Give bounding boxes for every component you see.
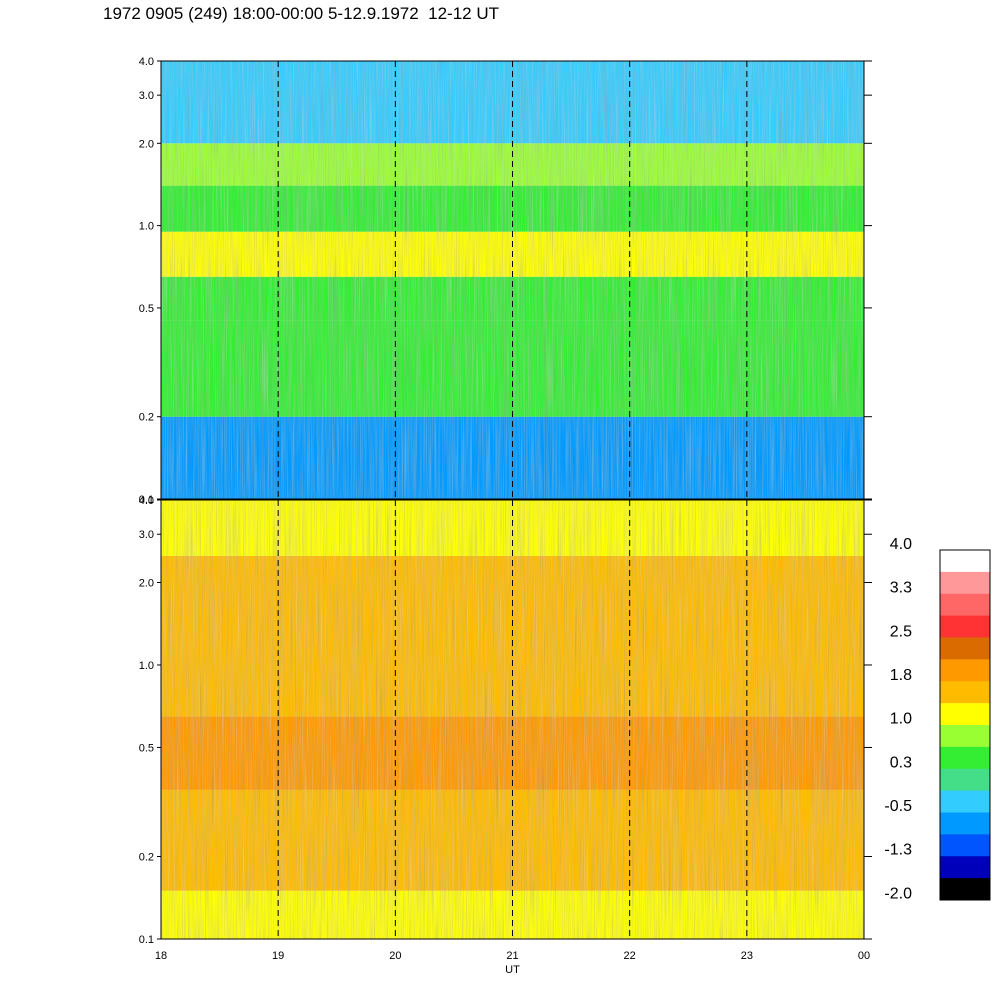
y-tick-label: 4.0 [139, 56, 154, 68]
x-tick-label: 21 [506, 950, 518, 962]
colorbar-swatch-14 [940, 856, 990, 879]
colorbar-swatch-2 [940, 593, 990, 617]
spectrogram-panel-lower: 0.1 0.2 0.5 1.0 2.0 3.0 4.0 18 19 20 21 22 23 00 UT [139, 495, 872, 976]
colorbar-label: 1.8 [890, 667, 912, 684]
y-tick-label: 0.2 [139, 852, 154, 864]
x-tick-label: 19 [272, 950, 284, 962]
x-tick-label: 20 [389, 950, 401, 962]
spectrogram-panel-upper: 0.1 0.2 0.5 1.0 2.0 3.0 4.0 [139, 56, 872, 506]
panel-frame-upper [160, 60, 865, 500]
colorbar-swatch-0 [940, 550, 990, 573]
colorbar-swatch-5 [940, 659, 990, 682]
x-tick-label: 22 [624, 950, 636, 962]
colorbar-swatch-12 [940, 812, 990, 835]
x-tick-label: 23 [741, 950, 753, 962]
y-tick-label: 2.0 [139, 577, 154, 589]
colorbar-label: 2.5 [890, 623, 912, 640]
y-tick-label: 3.0 [139, 529, 154, 541]
y-tick-label: 0.5 [139, 303, 154, 315]
colorbar-frame [939, 549, 991, 901]
colorbar-swatch-7 [940, 703, 990, 726]
colorbar-swatch-10 [940, 768, 990, 792]
y-tick-label: 0.1 [139, 494, 154, 506]
colorbar-swatch-13 [940, 834, 990, 857]
colorbar-swatch-1 [940, 571, 990, 595]
panels-layer: 0.10.20.51.02.03.04.00.10.20.51.02.03.04… [139, 56, 872, 976]
y-tick-label: 1.0 [139, 221, 154, 233]
chart-title: 1972 0905 (249) 18:00-00:00 5-12.9.1972 … [103, 4, 500, 23]
colorbar-label: -1.3 [884, 842, 912, 859]
colorbar-swatch-6 [940, 681, 990, 704]
colorbar-label: -0.5 [884, 798, 912, 815]
y-tick-label: 0.1 [139, 934, 154, 946]
colorbar-swatch-15 [940, 878, 990, 901]
colorbar-swatch-3 [940, 615, 990, 638]
colorbar-label: 3.3 [890, 580, 912, 597]
x-axis-label: UT [505, 964, 520, 976]
colorbar-label: 0.3 [890, 754, 912, 771]
x-tick-label: 00 [858, 950, 870, 962]
y-tick-label: 3.0 [139, 90, 154, 102]
panel-frame-lower [160, 499, 865, 940]
colorbar-label: 1.0 [890, 711, 912, 728]
y-tick-label: 4.0 [139, 495, 154, 507]
colorbar-swatch-4 [940, 637, 990, 660]
y-tick-label: 1.0 [139, 660, 154, 672]
y-tick-label: 2.0 [139, 138, 154, 150]
y-tick-label: 0.2 [139, 412, 154, 424]
x-tick-label: 18 [155, 950, 167, 962]
colorbar-swatch-9 [940, 746, 990, 770]
colorbar-swatch-11 [940, 790, 990, 813]
y-tick-label: 0.5 [139, 742, 154, 754]
colorbar-swatch-8 [940, 725, 990, 748]
colorbar: 4.0 3.3 2.5 1.8 1.0 0.3 -0.5 -1.3 -2.0 [884, 536, 991, 902]
colorbar-label: 4.0 [890, 536, 912, 553]
colorbar-label: -2.0 [884, 885, 912, 902]
